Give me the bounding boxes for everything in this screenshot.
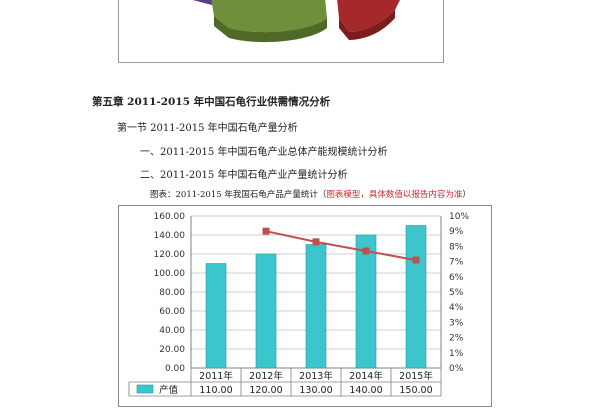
y-tick-label: 80.00 bbox=[159, 288, 185, 298]
bar bbox=[405, 225, 427, 369]
line-point bbox=[262, 227, 270, 235]
y-tick-label: 60.00 bbox=[159, 307, 185, 317]
line-series bbox=[265, 230, 417, 262]
pie-slice-red bbox=[337, 0, 400, 32]
y-tick-label: 140.00 bbox=[154, 231, 186, 241]
table-cell-value: 110.00 bbox=[199, 385, 232, 396]
y2-tick-label: 2% bbox=[449, 334, 464, 344]
chapter-title: 第五章 2011-2015 年中国石龟行业供需情况分析 bbox=[92, 96, 331, 108]
pie-chart-fragment bbox=[192, 0, 400, 43]
y-tick-label: 0.00 bbox=[165, 364, 185, 374]
x-tick-label: 2012年 bbox=[249, 370, 283, 382]
line-point bbox=[312, 238, 320, 246]
bar bbox=[305, 244, 327, 369]
bar bbox=[205, 263, 227, 369]
table-cell-value: 120.00 bbox=[249, 385, 282, 396]
top-chart-frame bbox=[118, 0, 444, 63]
chart-canvas: 0.00 20.00 40.00 60.00 80.00 100.00 120.00 140.… bbox=[128, 212, 469, 397]
x-tick-label: 2011年 bbox=[199, 370, 233, 382]
figure-caption: 图表：2011-2015 年我国石龟产品产量统计（图表模型，具体数值以报告内容为… bbox=[150, 188, 471, 200]
y-tick-label: 120.00 bbox=[154, 250, 186, 260]
table-cell-value: 130.00 bbox=[299, 385, 332, 396]
y2-tick-label: 9% bbox=[449, 227, 464, 237]
x-tick-label: 2015年 bbox=[399, 370, 433, 382]
y2-tick-label: 6% bbox=[449, 273, 464, 283]
line-point bbox=[412, 256, 420, 264]
pie-slice-green bbox=[211, 0, 327, 33]
legend-swatch bbox=[136, 384, 154, 394]
y-tick-label: 20.00 bbox=[159, 345, 185, 355]
y2-tick-label: 0% bbox=[449, 364, 464, 374]
pie-slice-green-side bbox=[214, 16, 327, 43]
figure-caption-suffix: ） bbox=[462, 190, 471, 200]
table-cell-value: 150.00 bbox=[399, 385, 432, 396]
section-title: 第一节 2011-2015 年中国石龟产量分析 bbox=[117, 123, 298, 134]
x-tick-label: 2014年 bbox=[349, 370, 383, 382]
y2-tick-label: 4% bbox=[449, 303, 464, 313]
pie-slice-red-side bbox=[339, 10, 395, 40]
bar bbox=[355, 234, 377, 369]
y-tick-label: 40.00 bbox=[159, 326, 185, 336]
figure-caption-text: 图表：2011-2015 年我国石龟产品产量统计（ bbox=[150, 190, 327, 200]
y2-tick-label: 3% bbox=[449, 318, 464, 328]
production-chart: 0.00 20.00 40.00 60.00 80.00 100.00 120.00 140.… bbox=[118, 205, 492, 407]
y2-tick-label: 8% bbox=[449, 242, 464, 252]
y-tick-label: 100.00 bbox=[154, 269, 186, 279]
toc-item-output: 二、2011-2015 年中国石龟产业产量统计分析 bbox=[140, 170, 348, 181]
y2-tick-label: 5% bbox=[449, 288, 464, 298]
toc-item-capacity: 一、2011-2015 年中国石龟产业总体产能规模统计分析 bbox=[140, 147, 388, 158]
y2-tick-label: 10% bbox=[449, 212, 469, 222]
y2-tick-label: 1% bbox=[449, 349, 464, 359]
y2-tick-label: 7% bbox=[449, 258, 464, 268]
line-point bbox=[362, 247, 370, 255]
y-tick-label: 160.00 bbox=[154, 212, 186, 222]
bar bbox=[255, 253, 277, 369]
legend-label: 产值 bbox=[159, 384, 179, 396]
x-tick-label: 2013年 bbox=[299, 370, 333, 382]
table-cell-value: 140.00 bbox=[349, 385, 382, 396]
figure-caption-note: 图表模型，具体数值以报告内容为准 bbox=[326, 190, 463, 200]
